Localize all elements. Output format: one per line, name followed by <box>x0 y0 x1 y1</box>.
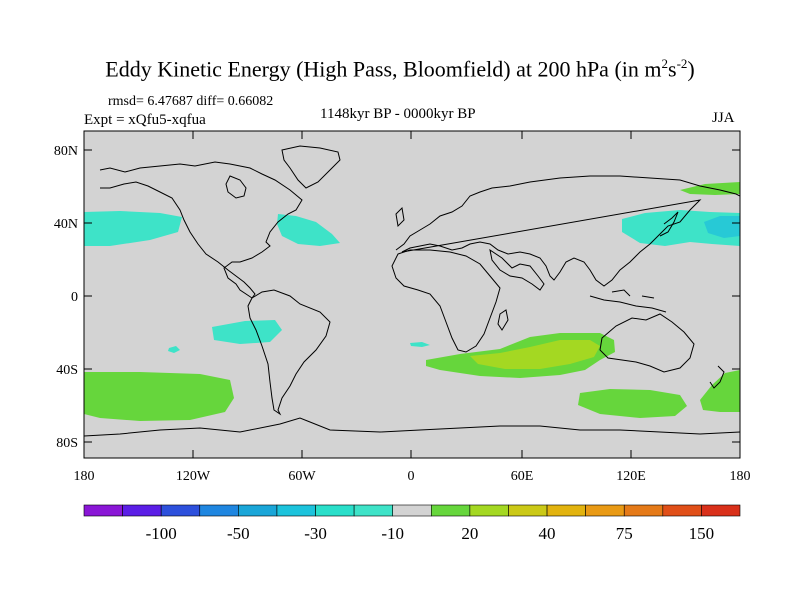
coast-greenland <box>281 145 341 189</box>
patch-south-indian <box>578 389 687 418</box>
coast-australia <box>599 313 695 373</box>
coast-indonesia <box>589 289 667 313</box>
colorbar-swatch <box>662 504 702 517</box>
colorbar: -100 -50 -30 -10 20 40 75 150 <box>83 504 741 543</box>
axis-ticks: 80N 40N 0 40S 80S 180 120W 60W 0 60E 120E 180 <box>54 131 751 484</box>
experiment-label: Expt = xQfu5-xqfua <box>84 112 206 128</box>
lat-tick-label: 80S <box>56 436 78 451</box>
coastlines <box>84 145 740 437</box>
coast-south-america <box>247 289 331 416</box>
colorbar-swatch <box>83 504 123 517</box>
colorbar-swatch <box>701 504 741 517</box>
patch-north-atlantic <box>277 214 340 246</box>
season-label: JJA <box>712 110 735 126</box>
coast-north-america <box>99 161 303 299</box>
patch-south-pacific-west <box>84 372 234 421</box>
patch-small-south-pacific <box>168 346 180 353</box>
colorbar-swatch <box>392 504 432 517</box>
colorbar-swatch <box>199 504 239 517</box>
colorbar-label: 75 <box>616 524 633 543</box>
colorbar-label: 40 <box>539 524 556 543</box>
coast-madagascar <box>497 309 509 331</box>
coast-africa <box>391 249 501 353</box>
colorbar-swatch <box>276 504 316 517</box>
colorbar-swatch <box>160 504 201 517</box>
colorbar-label: -10 <box>381 524 404 543</box>
patch-north-pacific-core <box>704 216 740 238</box>
lat-tick-label: 0 <box>71 290 78 305</box>
patch-north-pacific-west <box>622 210 740 246</box>
lon-tick-label: 120W <box>176 469 211 484</box>
lon-tick-label: 180 <box>730 469 751 484</box>
plot-frame <box>83 130 741 459</box>
period-label: 1148kyr BP - 0000kyr BP <box>320 106 476 122</box>
lat-tick-label: 80N <box>54 144 78 159</box>
patch-southern-ocean-core <box>470 340 600 369</box>
coast-japan <box>659 211 679 237</box>
coast-arabia <box>489 248 545 291</box>
coast-new-zealand <box>709 365 725 389</box>
colorbar-label: 150 <box>689 524 715 543</box>
colorbar-swatch <box>623 504 664 517</box>
colorbar-swatch <box>469 504 509 517</box>
coast-eurasia <box>395 175 740 287</box>
patch-south-atlantic-small <box>410 342 430 347</box>
coast-antarctica <box>84 417 740 437</box>
lon-tick-label: 120E <box>616 469 646 484</box>
lat-tick-label: 40S <box>56 363 78 378</box>
lon-tick-label: 0 <box>408 469 415 484</box>
colorbar-label: -30 <box>304 524 327 543</box>
colorbar-swatch <box>430 504 471 517</box>
coast-hudson-bay <box>225 175 247 199</box>
map-title: Eddy Kinetic Energy (High Pass, Bloomfie… <box>105 56 695 82</box>
anomaly-patches <box>84 182 740 421</box>
patch-north-pacific-east <box>84 211 182 246</box>
colorbar-label: -50 <box>227 524 250 543</box>
colorbar-swatch <box>238 504 278 517</box>
stats-label: rmsd= 6.47687 diff= 0.66082 <box>108 94 274 109</box>
colorbar-swatch <box>353 504 394 517</box>
colorbar-swatch <box>508 504 548 517</box>
colorbar-swatch <box>315 504 355 517</box>
colorbar-label: 20 <box>461 524 478 543</box>
colorbar-swatch <box>546 504 586 517</box>
lat-tick-label: 40N <box>54 217 78 232</box>
colorbar-swatch <box>585 504 625 517</box>
colorbar-label: -100 <box>146 524 177 543</box>
coast-uk <box>395 206 405 228</box>
colorbar-swatch <box>122 504 162 517</box>
patch-south-pacific <box>212 320 282 344</box>
lon-tick-label: 180 <box>74 469 95 484</box>
patch-south-pacific-east <box>700 370 740 412</box>
lon-tick-label: 60W <box>288 469 316 484</box>
lon-tick-label: 60E <box>511 469 534 484</box>
